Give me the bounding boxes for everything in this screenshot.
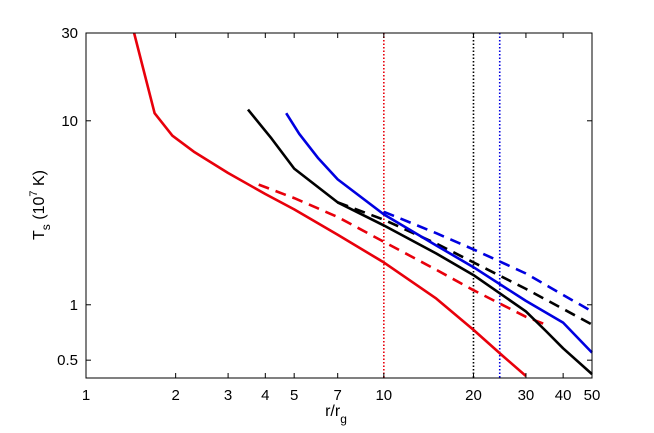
x-tick-label: 2 bbox=[171, 387, 179, 404]
y-axis-label-main: T bbox=[31, 230, 48, 240]
x-tick-label: 3 bbox=[224, 387, 232, 404]
chart-marks bbox=[132, 32, 593, 378]
series-line-red-solid bbox=[132, 32, 527, 377]
y-tick-label: 1 bbox=[70, 297, 78, 314]
x-axis-label-sub: g bbox=[340, 412, 347, 426]
series-line-blue-dashed bbox=[383, 210, 593, 313]
series-line-black-dashed bbox=[337, 201, 593, 326]
series-line-red-dashed bbox=[258, 183, 547, 326]
x-tick-label: 30 bbox=[518, 387, 535, 404]
y-tick-label: 30 bbox=[61, 25, 78, 42]
x-tick-label: 10 bbox=[375, 387, 392, 404]
x-tick-label: 7 bbox=[334, 387, 342, 404]
series-line-blue-solid bbox=[285, 112, 593, 354]
x-tick-label: 1 bbox=[82, 387, 90, 404]
x-axis-label: r/rg bbox=[325, 403, 347, 426]
y-axis-label-rest: (10 bbox=[31, 197, 48, 225]
x-tick-label: 40 bbox=[555, 387, 572, 404]
y-axis-label-end: K) bbox=[31, 170, 48, 190]
y-tick-label: 0.5 bbox=[57, 352, 78, 369]
x-tick-label: 50 bbox=[584, 387, 601, 404]
axes: 1 2 3 4 5 7 10 20 30 40 50 0.5 1 10 30 bbox=[57, 25, 600, 404]
y-axis-label: Ts (107 K) bbox=[28, 170, 53, 240]
y-axis-label-sub: s bbox=[39, 224, 53, 230]
y-tick-label: 10 bbox=[61, 113, 78, 130]
series-line-black-solid bbox=[246, 108, 593, 376]
plot-frame bbox=[85, 32, 593, 379]
y-axis-label-sup: 7 bbox=[28, 190, 40, 196]
x-tick-label: 5 bbox=[290, 387, 298, 404]
x-tick-label: 4 bbox=[261, 387, 269, 404]
x-tick-label: 20 bbox=[465, 387, 482, 404]
x-axis-label-main: r/r bbox=[325, 403, 341, 420]
